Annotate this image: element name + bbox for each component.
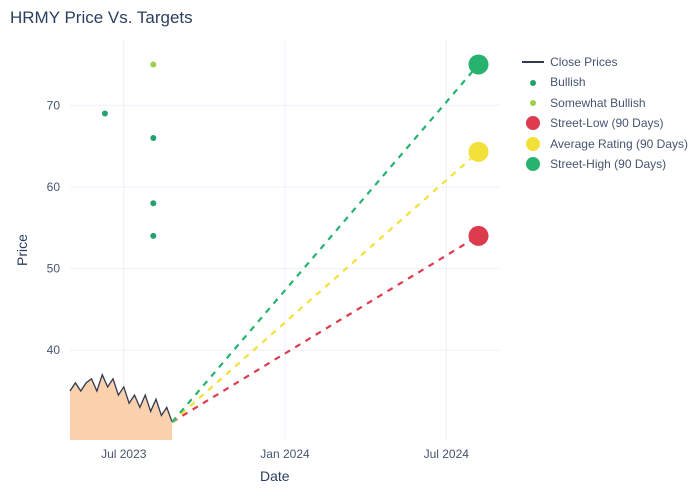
legend-swatch-dot [526, 157, 540, 171]
chart-container: HRMY Price Vs. Targets Price Date 405060… [0, 0, 700, 500]
legend-item: Somewhat Bullish [522, 93, 688, 113]
legend-label: Street-High (90 Days) [550, 154, 666, 174]
svg-text:Jul 2024: Jul 2024 [424, 447, 470, 461]
legend-item: Street-Low (90 Days) [522, 113, 688, 133]
legend-item: Average Rating (90 Days) [522, 134, 688, 154]
svg-text:50: 50 [47, 262, 61, 276]
svg-text:Jul 2023: Jul 2023 [101, 447, 147, 461]
legend-label: Close Prices [550, 52, 617, 72]
legend-swatch-line [522, 61, 544, 63]
legend-item: Bullish [522, 72, 688, 92]
legend-item: Close Prices [522, 52, 688, 72]
legend-item: Street-High (90 Days) [522, 154, 688, 174]
legend-label: Bullish [550, 72, 585, 92]
legend-label: Somewhat Bullish [550, 93, 645, 113]
legend-label: Average Rating (90 Days) [550, 134, 688, 154]
legend-swatch-dot [526, 137, 540, 151]
legend-label: Street-Low (90 Days) [550, 113, 663, 133]
svg-text:60: 60 [47, 180, 61, 194]
legend-swatch-dot [526, 116, 540, 130]
svg-text:Jan 2024: Jan 2024 [260, 447, 310, 461]
legend-swatch-dot [530, 80, 536, 86]
svg-text:40: 40 [47, 343, 61, 357]
legend: Close PricesBullishSomewhat BullishStree… [522, 52, 688, 174]
svg-text:70: 70 [47, 98, 61, 112]
legend-swatch-dot [530, 100, 536, 106]
